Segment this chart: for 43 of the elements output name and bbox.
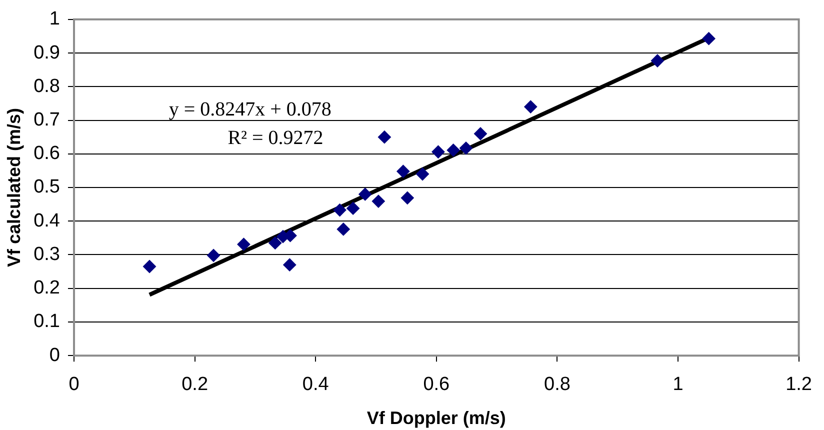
y-tick-label: 0 xyxy=(49,344,60,366)
point xyxy=(372,194,385,208)
point xyxy=(358,188,372,201)
y-tick-label: 0.6 xyxy=(34,143,60,164)
y-tick-label: 0.7 xyxy=(34,109,60,130)
y-tick-label: 0.9 xyxy=(34,42,60,64)
point xyxy=(524,100,538,114)
y-tick-label: 0.5 xyxy=(34,176,60,198)
point xyxy=(346,202,360,215)
x-tick-label: 1.2 xyxy=(786,374,812,396)
y-tick-label: 0.1 xyxy=(34,311,60,332)
point xyxy=(416,168,430,181)
point xyxy=(268,236,282,250)
x-tick-label: 0.4 xyxy=(302,374,330,396)
x-tick-label: 1 xyxy=(672,374,684,396)
x-axis-title: Vf Doppler (m/s) xyxy=(366,408,506,428)
point xyxy=(378,130,391,144)
annotation: R² = 0.9272 xyxy=(228,127,324,149)
point xyxy=(460,142,472,155)
y-tick-label: 1 xyxy=(49,8,60,30)
x-tick-label: 0.2 xyxy=(182,374,208,396)
x-tick-label: 0 xyxy=(68,374,80,396)
point xyxy=(474,127,487,140)
y-tick-label: 0.2 xyxy=(34,278,60,299)
point xyxy=(702,32,716,46)
y-tick-label: 0.4 xyxy=(34,210,60,232)
x-tick-label: 0.8 xyxy=(544,374,570,396)
point xyxy=(207,248,220,262)
point xyxy=(333,204,346,217)
point xyxy=(237,238,250,251)
y-tick-label: 0.3 xyxy=(34,244,60,265)
y-axis-title: Vf calculated (m/s) xyxy=(4,108,24,268)
point xyxy=(143,260,156,274)
point xyxy=(400,191,414,204)
y-tick-label: 0.8 xyxy=(34,76,60,97)
annotation: y = 0.8247x + 0.078 xyxy=(168,98,332,120)
point xyxy=(650,54,664,68)
point xyxy=(336,222,350,236)
point xyxy=(432,145,445,158)
point xyxy=(396,164,410,178)
x-tick-label: 0.6 xyxy=(423,374,450,396)
point xyxy=(283,258,296,272)
point xyxy=(446,144,460,157)
